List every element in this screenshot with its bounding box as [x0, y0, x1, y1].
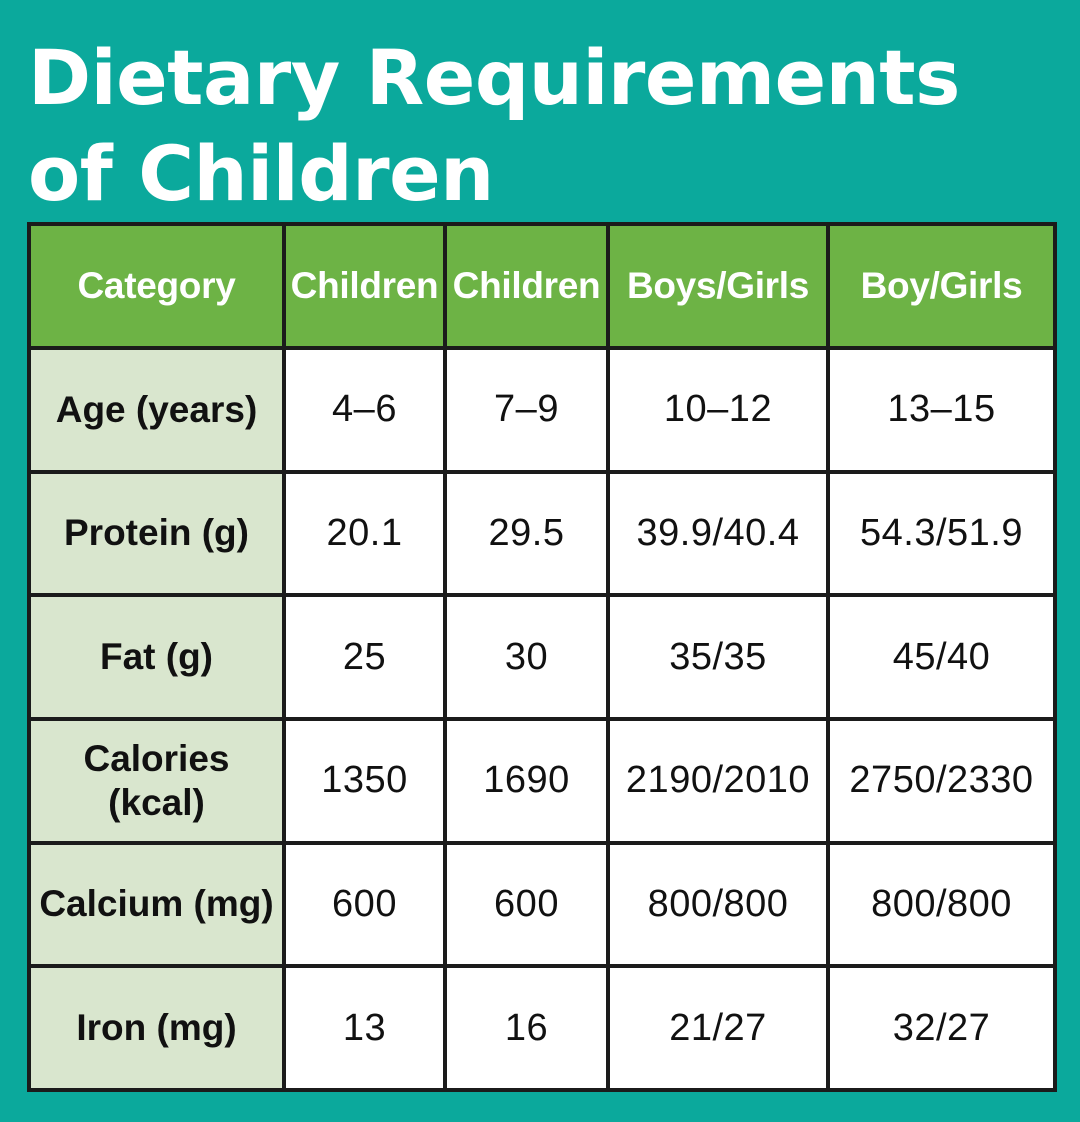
table-row-iron: Iron (mg) 13 16 21/27 32/27	[27, 964, 1057, 1092]
row-label-fat: Fat (g)	[27, 593, 286, 721]
table-cell: 13–15	[826, 346, 1057, 474]
table-cell: 800/800	[606, 840, 830, 969]
table-cell: 600	[443, 840, 610, 969]
dietary-requirements-table: Category Children Children Boys/Girls Bo…	[27, 222, 1057, 1092]
table-cell: 16	[443, 964, 610, 1092]
page-title: Dietary Requirements of Children	[28, 30, 1028, 222]
table-cell: 35/35	[606, 593, 830, 721]
table-cell: 30	[443, 593, 610, 721]
table-cell: 29.5	[443, 469, 610, 598]
table-cell: 13	[282, 964, 447, 1092]
table-cell: 20.1	[282, 469, 447, 598]
row-label-iron: Iron (mg)	[27, 964, 286, 1092]
row-label-age: Age (years)	[27, 346, 286, 474]
column-header-boys-girls-10-12: Boys/Girls	[606, 222, 830, 350]
table-row-protein: Protein (g) 20.1 29.5 39.9/40.4 54.3/51.…	[27, 469, 1057, 598]
table-cell: 10–12	[606, 346, 830, 474]
row-label-calories: Calories (kcal)	[27, 716, 286, 845]
row-label-protein: Protein (g)	[27, 469, 286, 598]
table-cell: 32/27	[826, 964, 1057, 1092]
table-cell: 1690	[443, 716, 610, 845]
table-cell: 4–6	[282, 346, 447, 474]
table-cell: 21/27	[606, 964, 830, 1092]
table-row-fat: Fat (g) 25 30 35/35 45/40	[27, 593, 1057, 721]
table-cell: 39.9/40.4	[606, 469, 830, 598]
table-cell: 2750/2330	[826, 716, 1057, 845]
table-cell: 25	[282, 593, 447, 721]
table-cell: 800/800	[826, 840, 1057, 969]
table-row-calcium: Calcium (mg) 600 600 800/800 800/800	[27, 840, 1057, 969]
table-cell: 7–9	[443, 346, 610, 474]
table-cell: 1350	[282, 716, 447, 845]
table-row-calories: Calories (kcal) 1350 1690 2190/2010 2750…	[27, 716, 1057, 845]
column-header-category: Category	[27, 222, 286, 350]
table-cell: 54.3/51.9	[826, 469, 1057, 598]
column-header-children-4-6: Children	[282, 222, 447, 350]
table-cell: 2190/2010	[606, 716, 830, 845]
column-header-boys-girls-13-15: Boy/Girls	[826, 222, 1057, 350]
column-header-children-7-9: Children	[443, 222, 610, 350]
table-cell: 600	[282, 840, 447, 969]
row-label-calcium: Calcium (mg)	[27, 840, 286, 969]
table-cell: 45/40	[826, 593, 1057, 721]
table-header-row: Category Children Children Boys/Girls Bo…	[27, 222, 1057, 350]
title-line-1: Dietary Requirements	[28, 33, 960, 122]
title-line-2: of Children	[28, 129, 494, 218]
table-row-age: Age (years) 4–6 7–9 10–12 13–15	[27, 346, 1057, 474]
